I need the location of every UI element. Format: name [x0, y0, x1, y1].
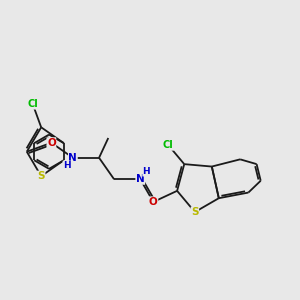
Text: N: N: [136, 174, 145, 184]
Text: Cl: Cl: [163, 140, 174, 150]
Text: H: H: [142, 167, 150, 176]
Text: S: S: [191, 207, 199, 217]
Text: O: O: [149, 197, 158, 207]
Text: N: N: [68, 153, 77, 163]
Text: H: H: [63, 161, 70, 170]
Text: S: S: [38, 171, 45, 181]
Text: O: O: [47, 138, 56, 148]
Text: Cl: Cl: [27, 99, 38, 109]
